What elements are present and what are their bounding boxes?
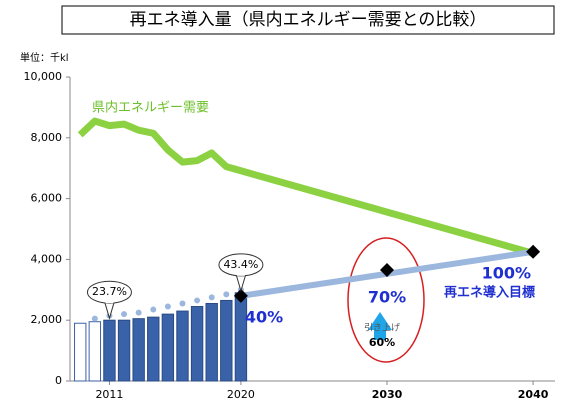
series-label: 再エネ導入目標 xyxy=(444,285,535,301)
y-tick-label: 0 xyxy=(55,374,62,387)
bar xyxy=(103,319,116,382)
x-tick-label: 2040 xyxy=(518,388,549,401)
dot xyxy=(91,315,98,322)
callout-cover xyxy=(105,300,114,304)
x-tick-label: 2030 xyxy=(372,388,403,401)
data-label: 40% xyxy=(245,307,283,326)
diamond-marker xyxy=(526,244,541,259)
data-label: 70% xyxy=(368,288,406,307)
x-tick-label: 2011 xyxy=(95,388,123,401)
bar xyxy=(205,302,218,382)
dot xyxy=(223,291,230,298)
diamond-marker xyxy=(380,263,395,278)
bar xyxy=(117,319,131,382)
callout-label: 43.4% xyxy=(223,258,258,271)
dot xyxy=(208,294,215,301)
highlight-ellipse xyxy=(347,237,425,363)
chart-title: 再エネ導入量（県内エネルギー需要との比較） xyxy=(130,10,487,30)
dot xyxy=(164,303,171,310)
bar xyxy=(88,321,102,382)
bar xyxy=(220,299,233,382)
line xyxy=(77,117,535,257)
y-tick-label: 10,000 xyxy=(24,70,63,83)
diamond-marker xyxy=(233,288,248,303)
callout-label: 23.7% xyxy=(92,285,127,298)
y-tick-label: 8,000 xyxy=(31,131,63,144)
dot xyxy=(194,297,201,304)
bar xyxy=(176,310,189,382)
callout-pointer xyxy=(235,273,247,293)
y-tick-label: 4,000 xyxy=(31,252,63,265)
dot xyxy=(121,311,128,318)
x-tick-label: 2020 xyxy=(227,388,255,401)
unit-label: 単位：千kl xyxy=(20,51,69,64)
dot xyxy=(150,306,157,313)
up-arrow xyxy=(368,312,393,340)
bar xyxy=(147,316,160,382)
callout-pointer xyxy=(103,301,115,320)
y-tick-label: 6,000 xyxy=(31,192,63,205)
dot xyxy=(179,300,186,307)
callout-cover xyxy=(236,272,245,276)
data-label: 100% xyxy=(482,263,531,282)
annotation: 引き上げ xyxy=(364,323,400,334)
bar xyxy=(234,292,248,382)
annotation: 60% xyxy=(369,336,395,349)
series-label: 県内エネルギー需要 xyxy=(92,100,209,116)
bar xyxy=(132,318,145,382)
bar xyxy=(190,306,204,382)
dot xyxy=(135,309,142,316)
bar xyxy=(74,322,87,382)
bar xyxy=(161,313,175,382)
title-box xyxy=(61,5,555,35)
y-tick-label: 2,000 xyxy=(31,313,63,326)
